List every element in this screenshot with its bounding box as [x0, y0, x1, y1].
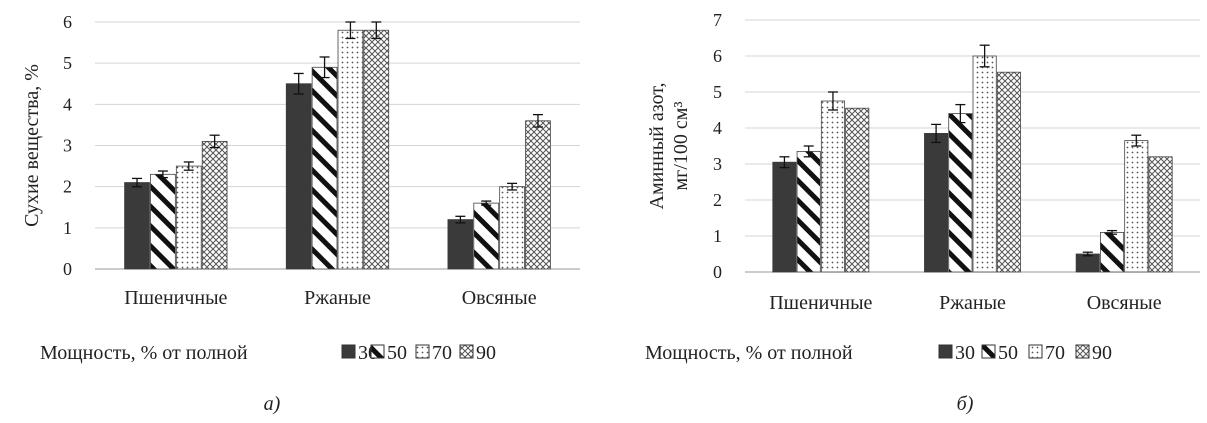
bar-70 [337, 29, 364, 270]
legend-label-90: 90 [1092, 342, 1112, 364]
bar-90 [201, 140, 228, 270]
legend-swatch-90 [1075, 344, 1090, 359]
legend-label-30: 30 [955, 342, 975, 364]
bar-70 [175, 165, 202, 270]
bar-70 [1124, 140, 1149, 273]
y-tick-label: 2 [713, 190, 722, 210]
legend-swatch-30 [938, 344, 953, 359]
bar-30 [124, 182, 150, 270]
bar-90 [363, 29, 390, 270]
legend-1: Мощность, % от полной 30 50 70 90 [40, 342, 496, 364]
legend-title: Мощность, % от полной [645, 342, 853, 364]
category-label: Ржаные [304, 287, 371, 309]
category-label: Пшеничные [124, 287, 227, 309]
legend-swatch-70 [1028, 344, 1043, 359]
legend-label-50: 50 [998, 342, 1018, 364]
y-tick-label: 7 [713, 10, 722, 30]
legend-2: Мощность, % от полной 30 50 70 90 [645, 342, 1112, 364]
category-label: Овсяные [462, 287, 537, 309]
legend-label-70: 70 [432, 342, 452, 364]
bar-90 [525, 120, 551, 270]
y-tick-label: 0 [63, 259, 72, 279]
category-label: Овсяные [1087, 292, 1162, 314]
bar-90 [996, 71, 1021, 273]
legend-swatch-50 [370, 344, 385, 359]
panel-caption: а) [264, 393, 281, 415]
bar-30 [285, 83, 312, 270]
bar-30 [924, 132, 949, 273]
bar-90 [1148, 156, 1173, 273]
y-tick-label: 5 [63, 53, 72, 73]
bar-50 [473, 202, 500, 270]
legend-swatch-90 [459, 344, 474, 359]
y-tick-label: 0 [713, 262, 722, 282]
bar-90 [845, 107, 870, 273]
legend-swatch-30 [341, 344, 356, 359]
y-axis-label: Аминный азот, [646, 83, 668, 210]
bar-50 [948, 113, 973, 273]
y-tick-label: 4 [63, 94, 72, 114]
bar-30 [772, 161, 797, 273]
legend-swatch-50 [981, 344, 996, 359]
y-tick-label: 3 [713, 154, 722, 174]
bar-50 [796, 150, 821, 273]
y-tick-label: 1 [713, 226, 722, 246]
panel-caption: б) [957, 393, 974, 415]
bar-50 [1100, 231, 1125, 273]
bar-50 [150, 173, 176, 270]
y-axis-label: мг/100 см³ [670, 102, 692, 191]
legend-title: Мощность, % от полной [40, 342, 248, 364]
bar-70 [499, 186, 525, 270]
legend-label-50: 50 [387, 342, 407, 364]
bar-70 [820, 100, 845, 273]
bar-70 [972, 55, 997, 273]
y-tick-label: 4 [713, 118, 722, 138]
category-label: Пшеничные [769, 292, 872, 314]
legend-label-90: 90 [476, 342, 496, 364]
y-tick-label: 1 [63, 218, 72, 238]
y-tick-label: 5 [713, 82, 722, 102]
y-tick-label: 6 [63, 12, 72, 32]
chart-panel-1: 0 1 2 3 4 5 6 Сухие вещества, % Пшеничные Ржаные О… [21, 12, 580, 415]
bar-30 [447, 219, 474, 270]
y-axis-label: Сухие вещества, % [21, 64, 43, 227]
legend-label-70: 70 [1045, 342, 1065, 364]
y-tick-label: 3 [63, 136, 72, 156]
chart-panel-2: 0 1 2 3 4 5 6 7 Аминный азот, мг/100 см³ Пшеничные… [646, 10, 1200, 415]
legend-swatch-70 [415, 344, 430, 359]
bar-30 [1075, 253, 1100, 273]
category-label: Ржаные [939, 292, 1006, 314]
y-tick-label: 2 [63, 177, 72, 197]
bar-50 [311, 66, 338, 270]
y-tick-label: 6 [713, 46, 722, 66]
